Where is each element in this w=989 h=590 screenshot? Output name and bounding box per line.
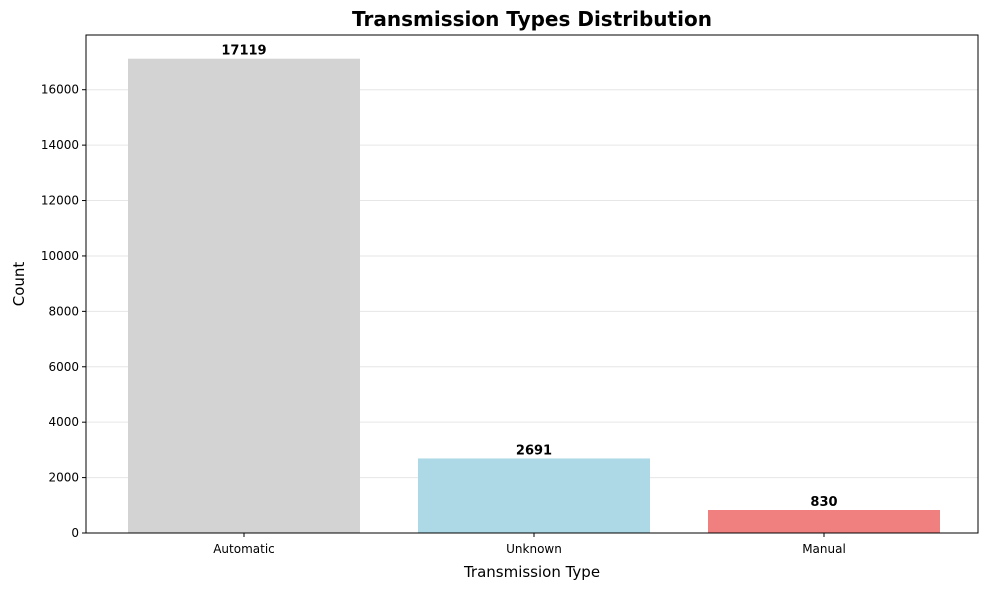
chart-title: Transmission Types Distribution: [352, 7, 712, 31]
x-axis-label: Transmission Type: [463, 563, 600, 581]
x-tick-label: Automatic: [213, 542, 275, 556]
bar-manual: [708, 510, 940, 533]
x-tick-label: Unknown: [506, 542, 562, 556]
y-tick-label: 0: [71, 526, 79, 540]
data-label-manual: 830: [810, 495, 837, 510]
x-axis: Automatic Unknown Manual: [213, 533, 846, 556]
y-tick-label: 6000: [48, 360, 79, 374]
y-axis: 0 2000 4000 6000 8000 10000 12000 14000 16000: [41, 83, 86, 540]
bars: [128, 58, 940, 533]
y-tick-label: 4000: [48, 415, 79, 429]
y-axis-label: Count: [10, 262, 28, 307]
bar-unknown: [418, 458, 650, 533]
data-label-automatic: 17119: [221, 44, 266, 59]
plot-frame: [85, 34, 979, 534]
y-tick-label: 16000: [41, 83, 79, 97]
data-labels: 17119 2691 830: [221, 44, 837, 510]
y-tick-label: 14000: [41, 138, 79, 152]
x-tick-label: Manual: [802, 542, 846, 556]
y-tick-label: 8000: [48, 304, 79, 318]
y-tick-label: 10000: [41, 249, 79, 263]
bar-automatic: [128, 58, 360, 533]
data-label-unknown: 2691: [516, 443, 552, 458]
y-tick-label: 12000: [41, 194, 79, 208]
y-tick-label: 2000: [48, 471, 79, 485]
